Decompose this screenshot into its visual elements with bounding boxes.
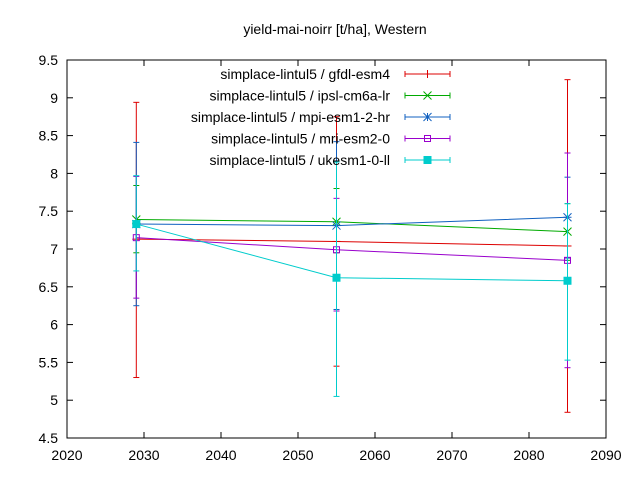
y-axis: 4.5 5 5.5 6 6.5 7 7.5 8 8.5 9 9.5	[39, 52, 606, 446]
legend-item: simplace-lintul5 / ukesm1-0-ll	[209, 152, 451, 168]
legend-item: simplace-lintul5 / mri-esm2-0	[211, 131, 451, 147]
data-point	[132, 220, 141, 229]
legend-item: simplace-lintul5 / gfdl-esm4	[220, 66, 451, 82]
series-line	[136, 223, 568, 282]
legend-marker	[423, 156, 432, 164]
y-tick-label: 6.5	[39, 279, 59, 295]
legend-label: simplace-lintul5 / ipsl-cm6a-lr	[210, 88, 391, 104]
legend-item: simplace-lintul5 / ipsl-cm6a-lr	[210, 88, 451, 104]
legend-label: simplace-lintul5 / mpi-esm1-2-hr	[191, 109, 391, 125]
series-4	[132, 152, 571, 369]
x-tick-label: 2080	[513, 447, 544, 463]
x-tick-label: 2050	[282, 447, 313, 463]
series-5	[132, 161, 572, 397]
data-point	[332, 273, 341, 282]
legend-label: simplace-lintul5 / gfdl-esm4	[220, 66, 390, 82]
legend-marker	[423, 91, 432, 100]
y-tick-label: 7	[50, 241, 58, 257]
y-tick-label: 8.5	[39, 128, 59, 144]
y-tick-label: 5	[50, 392, 58, 408]
y-tick-label: 5.5	[39, 354, 59, 370]
y-tick-label: 7.5	[39, 203, 59, 219]
series-line	[136, 238, 568, 247]
legend-label: simplace-lintul5 / mri-esm2-0	[211, 131, 390, 147]
y-tick-label: 4.5	[39, 430, 59, 446]
y-tick-label: 9.5	[39, 52, 59, 68]
y-tick-label: 9	[50, 90, 58, 106]
data-point	[563, 276, 572, 285]
legend-label: simplace-lintul5 / ukesm1-0-ll	[209, 152, 390, 168]
y-tick-label: 8	[50, 165, 58, 181]
series-layer	[131, 79, 572, 413]
x-axis: 2020 2030 2040 2050 2060 2070 2080 2090	[51, 60, 622, 463]
x-tick-label: 2070	[436, 447, 467, 463]
chart-title: yield-mai-noirr [t/ha], Western	[243, 21, 426, 37]
x-tick-label: 2030	[128, 447, 159, 463]
x-tick-label: 2090	[590, 447, 621, 463]
legend-marker	[423, 112, 432, 122]
series-line	[136, 219, 568, 233]
x-tick-label: 2020	[51, 447, 82, 463]
legend: simplace-lintul5 / gfdl-esm4 simplace-lin…	[191, 66, 451, 168]
x-tick-label: 2060	[359, 447, 390, 463]
y-tick-label: 6	[50, 317, 58, 333]
series-2	[131, 184, 572, 261]
x-tick-label: 2040	[205, 447, 236, 463]
legend-marker	[423, 70, 432, 78]
legend-marker	[424, 135, 431, 142]
series-line	[136, 216, 568, 227]
legend-item: simplace-lintul5 / mpi-esm1-2-hr	[191, 109, 451, 125]
